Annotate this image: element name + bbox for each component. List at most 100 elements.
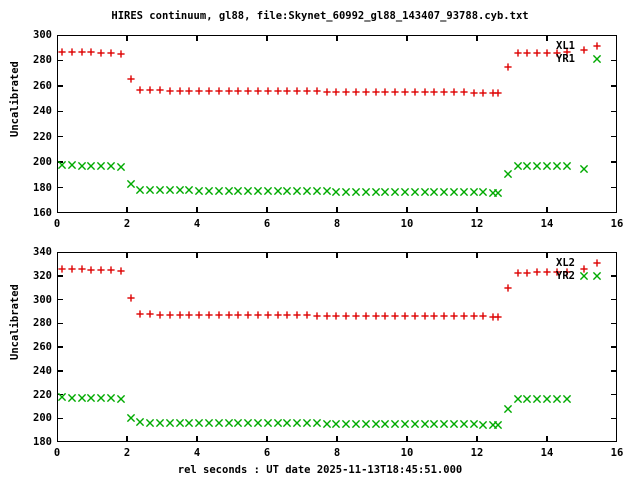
data-point-yr1 <box>67 161 76 170</box>
plot-frame-top <box>57 35 617 213</box>
data-point-yr1 <box>533 161 542 170</box>
data-point-xl2 <box>77 265 86 274</box>
data-point-yr2 <box>126 414 135 423</box>
x-tick-top <box>406 35 408 41</box>
legend-label: YR2 <box>556 269 575 282</box>
y-tick-right <box>611 186 617 189</box>
y-tick <box>57 186 63 189</box>
y-tick-label: 320 <box>33 269 52 282</box>
x-tick <box>196 207 198 213</box>
data-point-xl1 <box>273 87 282 96</box>
x-tick-top <box>336 252 338 258</box>
legend-label: XL2 <box>556 256 575 269</box>
x-tick <box>336 207 338 213</box>
data-point-xl2 <box>244 311 253 320</box>
data-point-yr2 <box>449 420 458 429</box>
data-point-xl2 <box>523 268 532 277</box>
data-point-yr1 <box>390 187 400 196</box>
data-point-yr2 <box>371 419 380 428</box>
data-point-xl1 <box>263 87 272 96</box>
x-tick <box>546 207 548 213</box>
data-point-yr2 <box>224 418 233 428</box>
data-point-xl1 <box>87 48 96 57</box>
data-point-yr2 <box>283 419 292 428</box>
data-point-yr1 <box>322 187 331 196</box>
plot-canvas-top: XL1 YR1 <box>57 35 617 213</box>
data-point-xl1 <box>513 49 522 58</box>
data-point-yr2 <box>96 393 106 403</box>
data-point-xl1 <box>400 88 409 97</box>
x-tick-label: 0 <box>53 218 61 230</box>
data-point-xl1 <box>97 48 106 57</box>
y-tick-right <box>611 135 617 138</box>
data-point-yr1 <box>493 188 503 197</box>
x-tick <box>406 207 408 213</box>
data-point-yr2 <box>204 418 213 427</box>
data-point-yr2 <box>67 393 76 402</box>
data-point-xl1 <box>503 62 512 71</box>
plot-panel-bottom: XL2 YR2 <box>57 252 617 442</box>
x-tick-top <box>336 35 338 41</box>
data-point-yr2 <box>493 420 503 429</box>
data-point-yr1 <box>214 186 223 195</box>
data-point-yr1 <box>381 187 390 196</box>
data-point-yr2 <box>165 418 174 427</box>
data-point-xl1 <box>430 88 439 97</box>
data-point-xl2 <box>351 311 360 320</box>
data-point-yr2 <box>469 420 478 429</box>
data-point-xl1 <box>126 74 135 83</box>
legend-key-cross-icon <box>592 54 602 63</box>
data-point-xl1 <box>224 86 233 95</box>
data-point-yr1 <box>341 187 351 196</box>
data-point-xl1 <box>391 87 400 96</box>
data-point-xl2 <box>126 294 135 303</box>
x-tick-label: 16 <box>610 218 624 230</box>
data-point-yr1 <box>302 187 311 196</box>
x-tick-label: 16 <box>610 447 624 459</box>
y-tick-label: 220 <box>33 388 52 401</box>
data-point-yr1 <box>234 186 243 195</box>
x-tick-top <box>546 35 548 41</box>
y-tick-label: 280 <box>33 317 52 330</box>
y-tick-right <box>611 59 617 62</box>
x-tick-top <box>126 35 128 41</box>
data-point-yr2 <box>136 418 145 427</box>
y-tick <box>57 417 63 419</box>
data-point-yr1 <box>513 162 522 171</box>
data-point-xl1 <box>77 48 86 57</box>
data-point-xl2 <box>469 312 478 321</box>
data-point-yr1 <box>175 186 184 195</box>
legend-label: YR1 <box>556 52 575 65</box>
data-point-yr1 <box>292 187 302 196</box>
data-point-xl2 <box>195 310 204 319</box>
data-point-xl2 <box>273 311 282 320</box>
x-tick <box>616 207 617 213</box>
data-point-xl1 <box>543 48 552 57</box>
legend-key-plus-icon <box>593 258 602 267</box>
data-point-xl2 <box>430 312 439 321</box>
data-point-xl2 <box>332 311 341 320</box>
data-point-xl1 <box>479 88 488 97</box>
x-tick-top <box>57 35 58 41</box>
data-point-xl2 <box>503 283 512 292</box>
data-point-yr2 <box>562 394 571 403</box>
data-point-xl2 <box>224 310 233 319</box>
data-point-xl2 <box>155 310 164 319</box>
data-point-yr2 <box>116 395 125 404</box>
data-point-xl1 <box>283 87 292 96</box>
legend-key-cross-icon <box>592 271 602 280</box>
data-point-xl1 <box>322 87 331 96</box>
data-point-xl2 <box>214 310 223 319</box>
data-point-xl2 <box>449 312 458 321</box>
data-point-xl1 <box>342 87 351 96</box>
y-tick-label: 300 <box>33 29 52 41</box>
x-tick-label: 10 <box>400 447 414 459</box>
data-point-xl2 <box>552 267 561 276</box>
data-point-yr1 <box>312 187 321 196</box>
data-point-xl1 <box>552 48 561 57</box>
y-axis-title-bottom: Uncalibrated <box>9 284 21 360</box>
x-tick-label: 4 <box>193 218 201 230</box>
data-point-xl1 <box>533 48 542 57</box>
y-tick-right <box>611 85 617 87</box>
data-point-xl1 <box>469 88 478 97</box>
